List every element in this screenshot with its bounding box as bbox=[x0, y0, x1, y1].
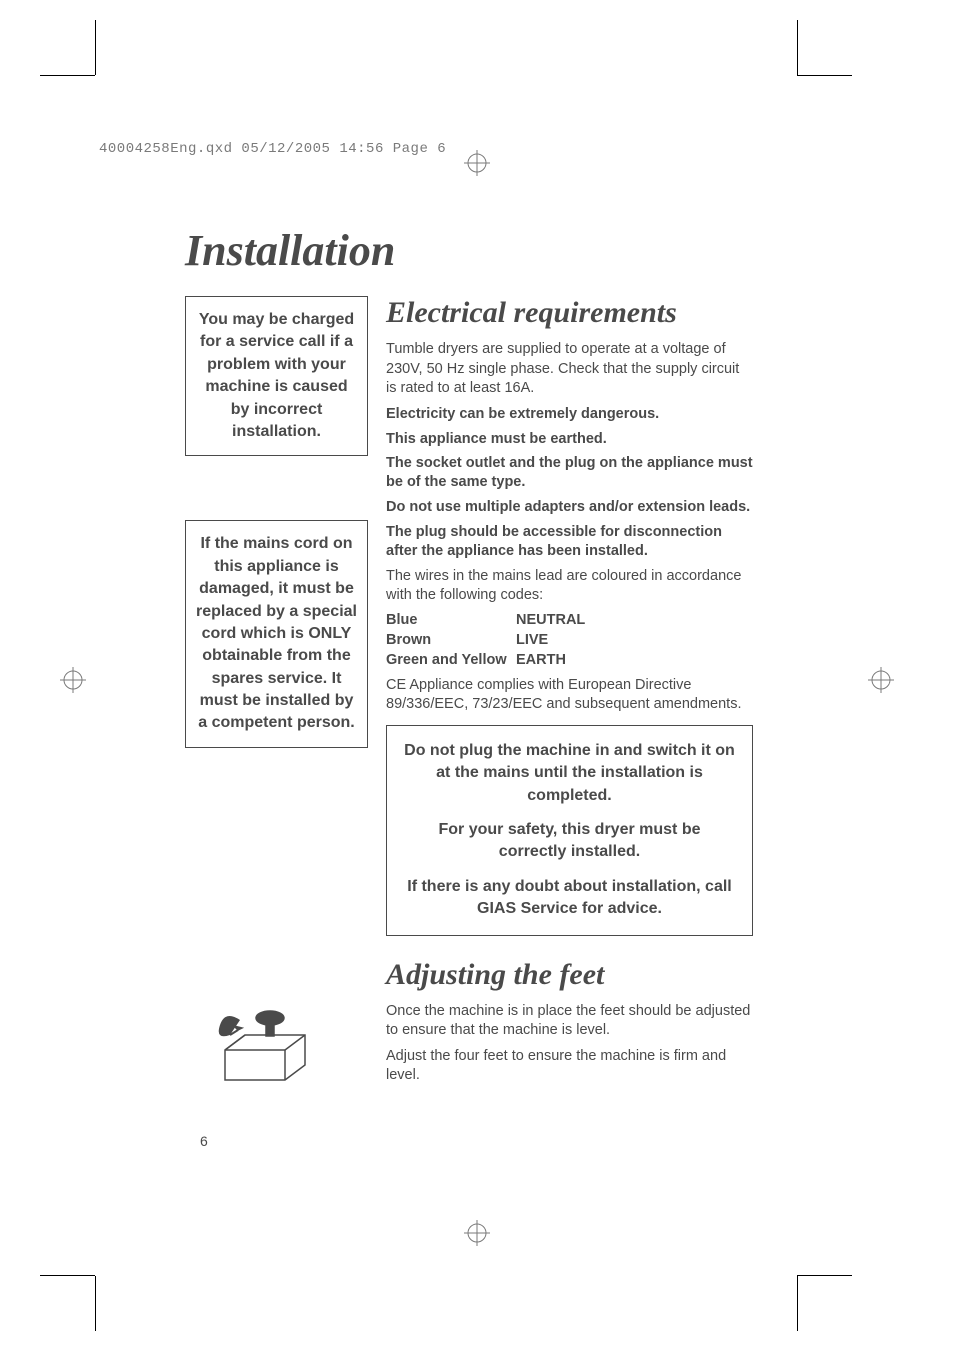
section-title-feet: Adjusting the feet bbox=[386, 958, 753, 992]
section-title-electrical: Electrical requirements bbox=[386, 296, 753, 330]
registration-mark-icon bbox=[868, 667, 894, 698]
callout-text: If there is any doubt about installation… bbox=[403, 876, 736, 921]
safety-callout: Do not plug the machine in and switch it… bbox=[386, 725, 753, 936]
crop-mark bbox=[797, 20, 798, 75]
registration-mark-icon bbox=[464, 150, 490, 181]
main-column: Electrical requirements Tumble dryers ar… bbox=[386, 296, 753, 1092]
crop-mark bbox=[40, 1275, 95, 1276]
body-text: Adjust the four feet to ensure the machi… bbox=[386, 1047, 753, 1086]
wire-colour-table: Blue NEUTRAL Brown LIVE Green and Yellow… bbox=[386, 612, 753, 668]
table-row: Brown LIVE bbox=[386, 632, 753, 648]
page-content: Installation You may be charged for a se… bbox=[185, 225, 753, 1092]
crop-mark bbox=[797, 1275, 852, 1276]
page-title: Installation bbox=[185, 225, 753, 276]
body-text-bold: Do not use multiple adapters and/or exte… bbox=[386, 498, 753, 517]
crop-mark bbox=[95, 1276, 96, 1331]
callout-text: Do not plug the machine in and switch it… bbox=[403, 740, 736, 807]
wire-value: LIVE bbox=[516, 632, 548, 648]
body-text-bold: The plug should be accessible for discon… bbox=[386, 523, 753, 561]
registration-mark-icon bbox=[464, 1220, 490, 1251]
wire-value: NEUTRAL bbox=[516, 612, 585, 628]
crop-mark bbox=[95, 20, 96, 75]
registration-mark-icon bbox=[60, 667, 86, 698]
body-text-bold: This appliance must be earthed. bbox=[386, 430, 753, 449]
wire-value: EARTH bbox=[516, 652, 566, 668]
callout-text: For your safety, this dryer must be corr… bbox=[403, 819, 736, 864]
wire-label: Brown bbox=[386, 632, 516, 648]
body-text: Tumble dryers are supplied to operate at… bbox=[386, 340, 753, 399]
page-number: 6 bbox=[200, 1133, 208, 1149]
body-text: Once the machine is in place the feet sh… bbox=[386, 1002, 753, 1041]
sidebar-column: You may be charged for a service call if… bbox=[185, 296, 368, 1092]
body-text: The wires in the mains lead are coloured… bbox=[386, 567, 753, 606]
wire-label: Blue bbox=[386, 612, 516, 628]
warning-box-service: You may be charged for a service call if… bbox=[185, 296, 368, 456]
body-text-bold: Electricity can be extremely dangerous. bbox=[386, 405, 753, 424]
crop-mark bbox=[797, 75, 852, 76]
crop-mark bbox=[797, 1276, 798, 1331]
warning-box-cord: If the mains cord on this appliance is d… bbox=[185, 520, 368, 748]
body-text: CE Appliance complies with European Dire… bbox=[386, 676, 753, 715]
body-text-bold: The socket outlet and the plug on the ap… bbox=[386, 454, 753, 492]
crop-mark bbox=[40, 75, 95, 76]
document-header: 40004258Eng.qxd 05/12/2005 14:56 Page 6 bbox=[99, 141, 446, 157]
table-row: Blue NEUTRAL bbox=[386, 612, 753, 628]
foot-adjustment-illustration-icon bbox=[210, 1000, 340, 1105]
wire-label: Green and Yellow bbox=[386, 652, 516, 668]
table-row: Green and Yellow EARTH bbox=[386, 652, 753, 668]
